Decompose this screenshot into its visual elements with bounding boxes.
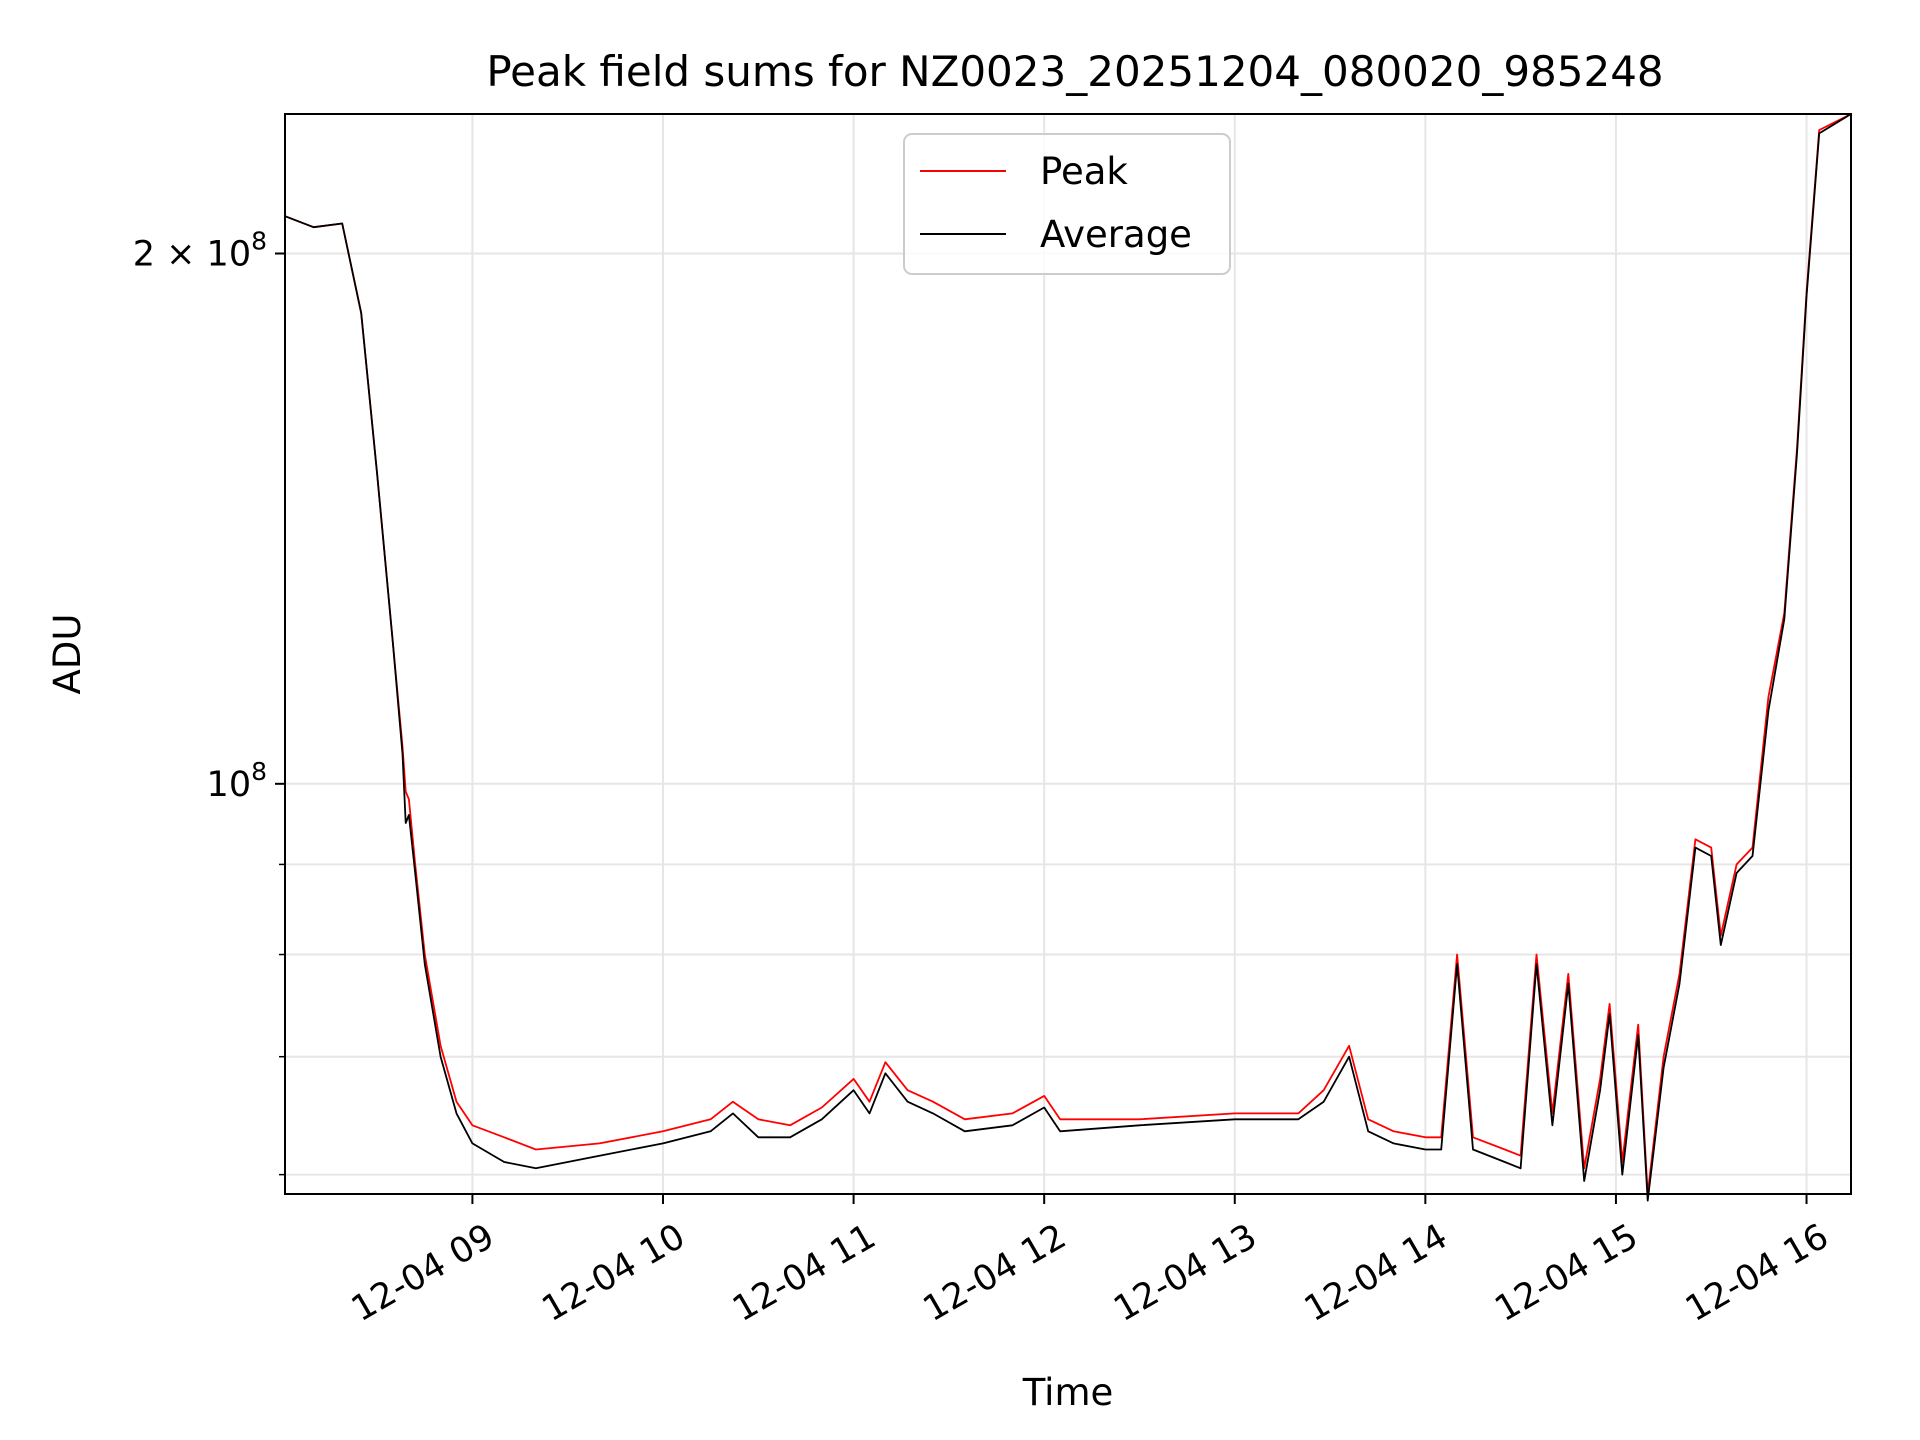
plot-frame (284, 113, 1852, 1195)
chart-title: Peak field sums for NZ0023_20251204_0800… (486, 47, 1663, 96)
legend-label-average: Average (1040, 213, 1192, 256)
series-layer (284, 113, 1852, 1202)
plot-background (285, 114, 1851, 1194)
legend-box (903, 133, 1231, 275)
grid-layer (285, 114, 1851, 1194)
y-axis-label: ADU (46, 614, 89, 695)
plot-area (284, 113, 1852, 1202)
legend-label-peak: Peak (1040, 150, 1128, 193)
series-line-average (284, 113, 1852, 1202)
x-axis-label: Time (1022, 1371, 1114, 1414)
y-tick-label: 108 (207, 757, 267, 805)
legend: Peak Average (903, 133, 1231, 275)
y-tick-label: 2 × 108 (133, 226, 267, 274)
series-line-peak (284, 113, 1852, 1195)
